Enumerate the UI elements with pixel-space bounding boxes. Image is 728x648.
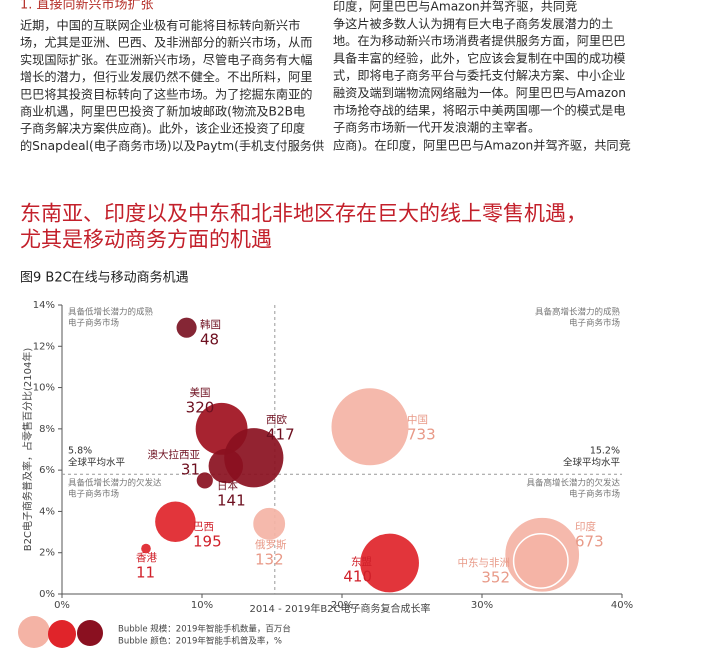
y-tick-label: 0% <box>39 589 55 600</box>
bubble-name: 中国 <box>407 413 428 426</box>
bubble-size-label: 141 <box>217 492 246 510</box>
bubble-size-label: 417 <box>266 426 295 444</box>
bubble-size-label: 195 <box>193 533 222 551</box>
paragraph-line: 场，尤其是亚洲、巴西、及非洲部分的新兴市场，从而 <box>20 35 313 50</box>
x-tick-label: 10% <box>191 600 213 611</box>
bubble-name: 美国 <box>190 386 211 399</box>
x-tick-label: 20% <box>331 600 353 611</box>
bubble <box>196 472 213 489</box>
bubble-size-label: 132 <box>255 551 284 569</box>
reference-caption: 全球平均水平 <box>68 457 126 469</box>
paragraph-line: 子商务解决方案供应商)。此外，该企业还投资了印度 <box>20 121 305 136</box>
paragraph-line: 争这片被多数人认为拥有巨大电子商务发展潜力的土 <box>333 16 613 31</box>
paragraph-line: 巴巴将其投资目标转向了这些市场。为了挖掘东南亚的 <box>20 86 313 101</box>
bubble <box>512 533 569 589</box>
footnote: Bubble 颜色：2019年智能手机普及率，% <box>118 636 282 647</box>
bubble-size-label: 31 <box>181 461 200 479</box>
paragraph-line: 实现国际扩张。在亚洲新兴市场，尽管电子商务有大幅 <box>20 52 313 67</box>
bubble-name: 香港 <box>136 552 157 564</box>
quadrant-label: 具备高增长潜力的欠发达 <box>526 478 620 489</box>
bubble <box>208 448 244 484</box>
bubble-size-label: 733 <box>407 426 436 444</box>
paragraph-line: 式，即将电子商务平台与委托支付解决方案、中小企业 <box>333 68 626 83</box>
x-tick-label: 30% <box>471 600 493 611</box>
paragraph-line: 具备丰富的经验，此外，它应该会复制在中国的成功模 <box>333 50 626 65</box>
paragraph-line: 子商务市场新一代开发浪潮的主宰者。 <box>333 120 540 135</box>
figure-title: 图9 B2C在线与移动商务机遇 <box>20 270 189 286</box>
bubble-name: 印度 <box>575 520 596 533</box>
bubble <box>251 506 287 542</box>
y-tick-label: 6% <box>39 465 55 476</box>
bubble-size-label: 410 <box>343 568 372 586</box>
quadrant-label: 电子商务市场 <box>569 489 620 500</box>
paragraph-line: 地。在为移动新兴市场消费者提供服务方面，阿里巴巴 <box>333 33 626 48</box>
legend-swatch <box>48 620 76 648</box>
bubble-name: 巴西 <box>193 521 214 533</box>
x-tick-label: 0% <box>54 600 70 611</box>
y-tick-label: 4% <box>39 506 55 517</box>
bubble-size-label: 320 <box>186 399 215 417</box>
paragraph-line: 增长的潜力，但行业发展仍然不健全。不出所料，阿里 <box>20 69 313 84</box>
paragraph-line: 的Snapdeal(电子商务市场)以及Paytm(手机支付服务供 <box>20 138 324 153</box>
bubble-name: 西欧 <box>266 414 287 426</box>
quadrant-label: 电子商务市场 <box>68 318 119 329</box>
y-tick-label: 8% <box>39 424 55 435</box>
paragraph-line: 近期，中国的互联网企业极有可能将目标转向新兴市 <box>20 18 300 33</box>
paragraph-line: 商业机遇，阿里巴巴投资了新加坡邮政(物流及B2B电 <box>20 104 305 119</box>
bubble-size-label: 11 <box>136 564 155 582</box>
paragraph-line: 市场抢夺战的结果，将昭示中美两国哪一个的模式是电 <box>333 102 626 117</box>
y-tick-label: 12% <box>33 341 55 352</box>
bubble-name: 日本 <box>217 479 238 492</box>
quadrant-label: 具备低增长潜力的欠发达 <box>68 478 162 489</box>
bubble-name: 韩国 <box>200 318 221 331</box>
legend-swatch <box>77 620 103 646</box>
headline: 尤其是移动商务方面的机遇 <box>20 228 272 252</box>
y-tick-label: 2% <box>39 548 55 559</box>
bubble-size-label: 673 <box>575 533 604 551</box>
y-tick-label: 10% <box>33 383 55 394</box>
x-axis-label: 2014 - 2019年B2C电子商务复合成长率 <box>249 602 430 615</box>
paragraph-line: 应商)。在印度，阿里巴巴与Amazon并驾齐驱，共同竞 <box>333 138 631 153</box>
bubble <box>155 501 196 542</box>
reference-caption: 全球平均水平 <box>563 457 621 469</box>
footnote: Bubble 规模：2019年智能手机数量，百万台 <box>118 624 291 635</box>
bubble-name: 俄罗斯 <box>255 538 287 551</box>
quadrant-label: 具备低增长潜力的成熟 <box>68 307 154 318</box>
reference-label: 5.8% <box>68 446 92 457</box>
bubble <box>329 386 411 467</box>
bubble <box>360 533 419 593</box>
bubble-name: 中东与非洲 <box>458 556 511 569</box>
headline: 东南亚、印度以及中东和北非地区存在巨大的线上零售机遇， <box>20 202 587 226</box>
bubble-name: 东盟 <box>351 555 372 568</box>
x-tick-label: 40% <box>611 600 633 611</box>
legend-swatch <box>18 616 50 648</box>
quadrant-label: 具备高增长潜力的成熟 <box>535 307 621 318</box>
paragraph-line: 印度，阿里巴巴与Amazon并驾齐驱，共同竞 <box>333 0 577 14</box>
section-heading: 1. 直接向新兴市场扩张 <box>20 0 154 13</box>
quadrant-label: 电子商务市场 <box>68 489 119 500</box>
paragraph-line: 融资及端到端物流网络融为一体。阿里巴巴与Amazon <box>333 85 626 100</box>
quadrant-label: 电子商务市场 <box>569 318 620 329</box>
bubble-name: 澳大拉西亚 <box>148 448 201 461</box>
bubble <box>141 543 151 554</box>
bubble-size-label: 48 <box>200 331 219 349</box>
reference-label: 15.2% <box>590 446 620 457</box>
y-axis-label: B2C电子商务普及率，占零售百分比(2104年) <box>21 348 34 552</box>
y-tick-label: 14% <box>33 300 55 311</box>
bubble-size-label: 352 <box>481 569 510 587</box>
bubble <box>176 317 197 338</box>
